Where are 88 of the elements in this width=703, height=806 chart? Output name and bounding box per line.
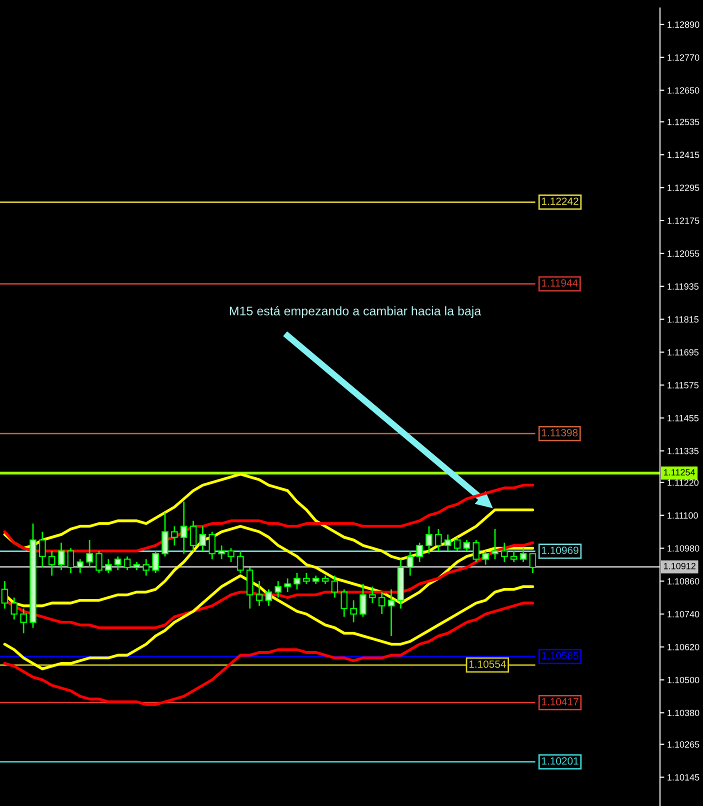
candlestick <box>20 608 27 634</box>
candlestick <box>520 548 527 563</box>
candlestick <box>444 534 452 552</box>
candlestick <box>39 531 46 568</box>
y-tick-label: 1.10380 <box>668 710 700 716</box>
candlestick <box>10 596 18 620</box>
candlestick <box>472 539 480 563</box>
candlestick <box>294 572 300 590</box>
candlestick <box>190 520 197 552</box>
candlestick <box>142 558 150 576</box>
ref-line-label: 1.10201 <box>542 757 578 765</box>
candlestick <box>501 542 508 563</box>
candlestick <box>369 586 376 604</box>
y-tick-label: 1.11815 <box>668 316 699 323</box>
y-tick-label: 1.10860 <box>668 578 700 584</box>
candlestick <box>1 580 8 610</box>
ref-line-label: 1.10554 <box>469 660 506 668</box>
candlestick <box>208 531 216 560</box>
candlestick <box>76 558 84 574</box>
candlestick <box>86 539 93 568</box>
y-tick-label: 1.12175 <box>668 217 700 224</box>
candlestick <box>303 572 310 585</box>
candlestick <box>426 526 432 554</box>
candlestick <box>199 526 206 552</box>
ref-line-label: 1.11254 <box>664 469 696 476</box>
candlestick <box>331 574 338 598</box>
candlestick <box>492 528 498 560</box>
y-tick-label: 1.10145 <box>668 774 700 781</box>
y-tick-label: 1.10980 <box>668 545 700 552</box>
ref-line-label: 1.11398 <box>542 429 578 436</box>
candlestick <box>463 539 470 552</box>
candlestick <box>218 544 225 560</box>
y-tick-label: 1.11575 <box>668 382 699 388</box>
y-tick-label: 1.12415 <box>668 152 700 158</box>
candlestick <box>284 578 291 593</box>
y-tick-label: 1.10740 <box>668 611 700 618</box>
candlestick <box>48 550 56 576</box>
candlestick <box>256 580 263 607</box>
candlestick <box>265 588 272 607</box>
candlestick <box>114 556 122 571</box>
candlestick <box>360 583 366 618</box>
candlestick <box>96 550 102 574</box>
candlestick <box>180 500 188 554</box>
annotation: M15 está empezando a cambiar hacia la baja <box>230 306 482 318</box>
y-tick-label: 1.12535 <box>668 118 700 126</box>
y-tick-label: 1.11220 <box>668 479 699 486</box>
y-tick-label: 1.11695 <box>668 349 699 356</box>
candlestick <box>105 558 112 574</box>
candlestick <box>67 548 74 574</box>
y-tick-label: 1.11100 <box>668 512 698 519</box>
ref-line-label: 1.10969 <box>542 546 578 554</box>
candlestick <box>454 536 461 552</box>
y-tick-label: 1.12295 <box>668 184 700 191</box>
candlestick <box>237 550 244 574</box>
candlestick <box>162 512 168 558</box>
y-tick-label: 1.10500 <box>668 676 700 684</box>
y-tick-label: 1.12650 <box>668 87 700 94</box>
line-series <box>3 574 534 670</box>
candlestick <box>482 550 489 566</box>
ref-line-label: 1.12242 <box>542 198 578 205</box>
y-tick-label: 1.11335 <box>668 448 699 454</box>
candlestick <box>350 600 357 623</box>
candlestick <box>406 550 414 576</box>
candlestick <box>152 550 159 574</box>
candlestick <box>529 553 536 574</box>
y-tick-label: 1.12890 <box>668 21 700 28</box>
line-series <box>3 602 534 706</box>
candlestick <box>58 542 65 571</box>
y-tick-label: 1.10265 <box>668 741 700 748</box>
candlestick <box>378 591 386 615</box>
candlestick <box>124 556 131 571</box>
y-tick-label: 1.10620 <box>668 644 700 650</box>
ref-line-label: 1.11944 <box>542 279 578 287</box>
candlestick <box>510 550 518 563</box>
candlestick <box>435 528 442 552</box>
candlestick <box>228 548 234 563</box>
candlestick <box>388 588 395 637</box>
y-tick-label: 1.11455 <box>668 415 699 422</box>
candlestick <box>340 588 348 618</box>
y-tick-label: 1.12055 <box>668 250 700 257</box>
candlestick <box>171 526 178 546</box>
ref-line-label: 1.10585 <box>542 652 578 660</box>
ref-line-label: 1.10912 <box>664 562 696 570</box>
y-tick-label: 1.12770 <box>668 54 700 61</box>
ref-line-label: 1.10417 <box>542 698 578 706</box>
y-tick-label: 1.11935 <box>668 283 699 290</box>
candlestick <box>416 542 423 563</box>
candlestick <box>274 580 282 598</box>
